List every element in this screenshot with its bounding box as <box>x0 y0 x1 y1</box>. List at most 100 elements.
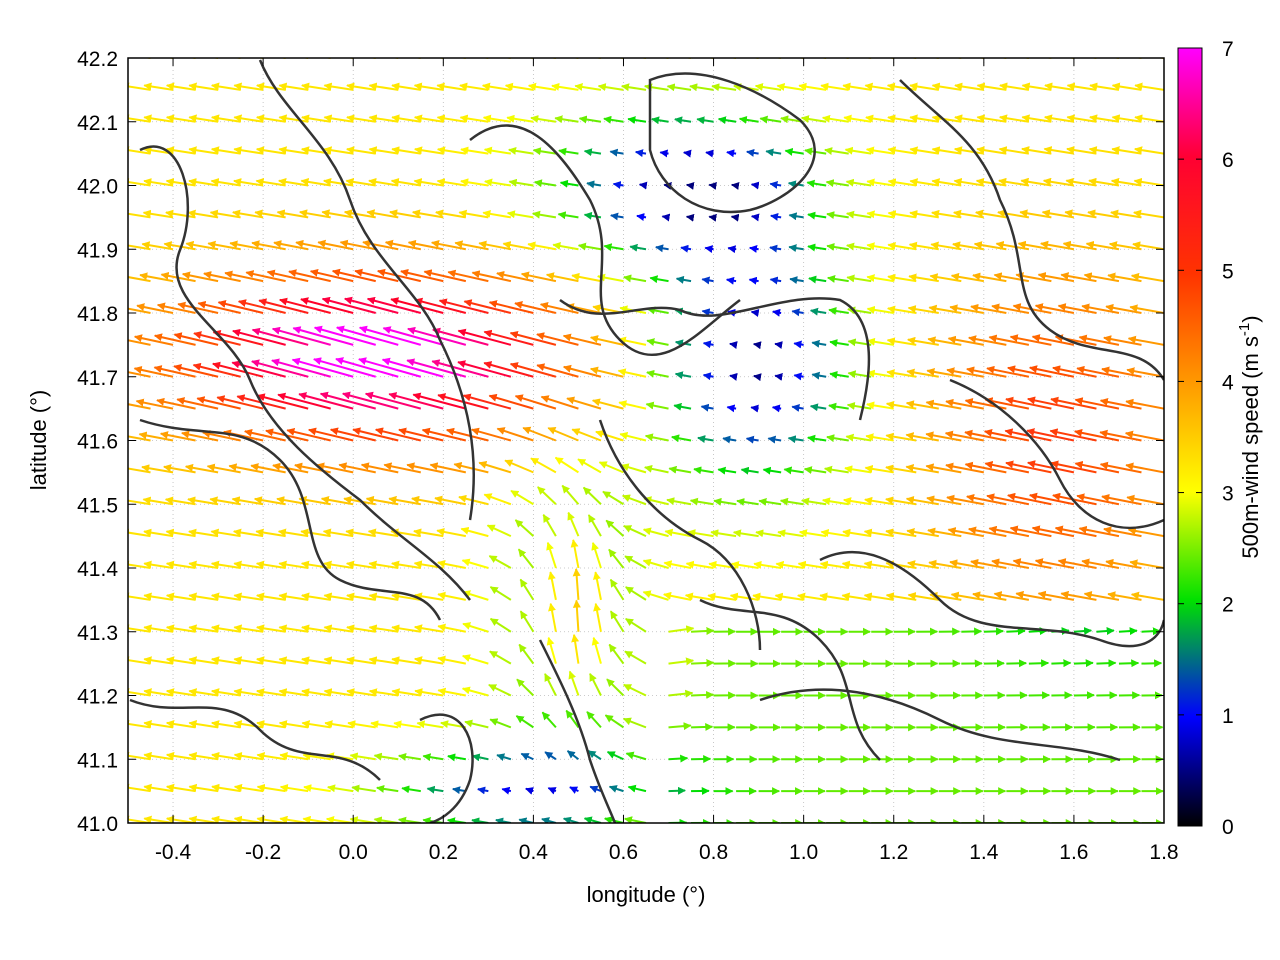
wind-vector <box>482 209 512 219</box>
wind-vector <box>748 276 759 285</box>
wind-vector <box>753 373 762 382</box>
wind-vector <box>1037 272 1075 283</box>
wind-vector <box>589 785 602 794</box>
wind-vector <box>136 303 174 314</box>
wind-vector <box>1126 494 1164 506</box>
wind-vector <box>557 211 579 220</box>
wind-vector <box>544 673 557 696</box>
wind-vector <box>745 435 759 444</box>
wind-vector <box>159 431 196 442</box>
wind-vector <box>701 276 714 285</box>
wind-vector <box>478 461 512 474</box>
wind-vector <box>266 269 309 283</box>
wind-vector <box>390 297 444 314</box>
y-tick-label: 41.1 <box>77 749 118 772</box>
wind-vector <box>342 391 399 410</box>
wind-vector <box>612 181 624 190</box>
wind-vector <box>483 146 512 155</box>
wind-vector <box>229 240 264 251</box>
terrain-contour <box>949 378 1164 530</box>
wind-vector <box>516 678 535 697</box>
wind-vector <box>486 524 512 538</box>
wind-vector <box>651 116 669 125</box>
wind-vector <box>331 268 376 283</box>
wind-vector <box>774 341 783 349</box>
wind-vector <box>905 464 939 474</box>
wind-vector <box>489 617 512 633</box>
wind-vector <box>1073 659 1094 668</box>
wind-vector <box>629 243 647 252</box>
wind-vector <box>335 357 399 378</box>
wind-vector <box>634 149 647 158</box>
wind-vector <box>752 341 762 350</box>
wind-vector <box>826 434 849 443</box>
wind-vector <box>1031 525 1075 538</box>
wind-vector <box>313 325 377 346</box>
wind-vector <box>416 720 444 729</box>
wind-vector <box>685 181 695 190</box>
wind-vector <box>659 149 669 158</box>
wind-vector <box>772 308 782 317</box>
wind-vector <box>406 462 444 474</box>
wind-vector <box>202 430 241 442</box>
wind-vector <box>717 116 737 125</box>
wind-vector <box>496 753 512 762</box>
wind-vector <box>774 372 783 381</box>
terrain-contour <box>139 145 471 601</box>
wind-vector <box>620 83 647 92</box>
wind-vector <box>376 784 399 793</box>
wind-vector <box>336 325 399 346</box>
wind-vector <box>769 244 782 253</box>
wind-vector <box>554 456 579 474</box>
wind-vector <box>128 307 151 314</box>
wind-vector <box>1051 659 1072 668</box>
wind-vector <box>393 720 421 729</box>
colorbar-tick-label: 7 <box>1222 38 1234 61</box>
wind-vector <box>617 368 647 378</box>
wind-vector <box>429 462 467 474</box>
wind-vector <box>128 790 129 792</box>
wind-vector <box>793 340 804 349</box>
wind-vector <box>1141 627 1161 636</box>
wind-vector <box>606 751 624 761</box>
wind-vector <box>292 326 354 346</box>
wind-vector <box>598 461 624 474</box>
wind-vector <box>972 591 1007 601</box>
wind-vector <box>566 750 580 761</box>
wind-vector <box>593 602 602 632</box>
wind-vector <box>339 239 376 251</box>
wind-vector <box>671 434 692 443</box>
wind-vector <box>605 519 625 537</box>
wind-vector <box>793 372 804 381</box>
wind-vector <box>680 244 692 253</box>
wind-vector <box>807 434 827 443</box>
wind-vector <box>828 307 849 315</box>
y-tick-label: 41.5 <box>77 494 118 517</box>
wind-vector <box>649 275 669 284</box>
wind-vector <box>623 525 647 538</box>
wind-vector <box>509 362 557 378</box>
wind-vector <box>673 402 692 411</box>
wind-vector <box>566 396 602 410</box>
wind-vector <box>426 785 444 794</box>
wind-vector <box>746 148 759 157</box>
wind-vector <box>483 361 534 378</box>
wind-vector <box>765 148 782 157</box>
wind-vector <box>591 636 602 664</box>
wind-vector <box>791 308 804 317</box>
terrain-contour <box>819 551 1164 648</box>
colorbar-tick-label: 4 <box>1222 371 1234 394</box>
wind-vector <box>988 334 1030 346</box>
wind-vector <box>949 559 985 569</box>
wind-vector <box>603 115 624 124</box>
wind-vector <box>565 709 580 728</box>
colorbar-tick-label: 6 <box>1222 149 1234 172</box>
wind-vector <box>968 526 1007 538</box>
wind-vector <box>927 527 962 538</box>
wind-vector <box>803 466 827 475</box>
wind-vector <box>685 213 695 222</box>
wind-vector <box>138 431 174 442</box>
wind-vector <box>338 462 376 474</box>
wind-vector <box>668 722 692 731</box>
wind-vector <box>905 495 939 506</box>
